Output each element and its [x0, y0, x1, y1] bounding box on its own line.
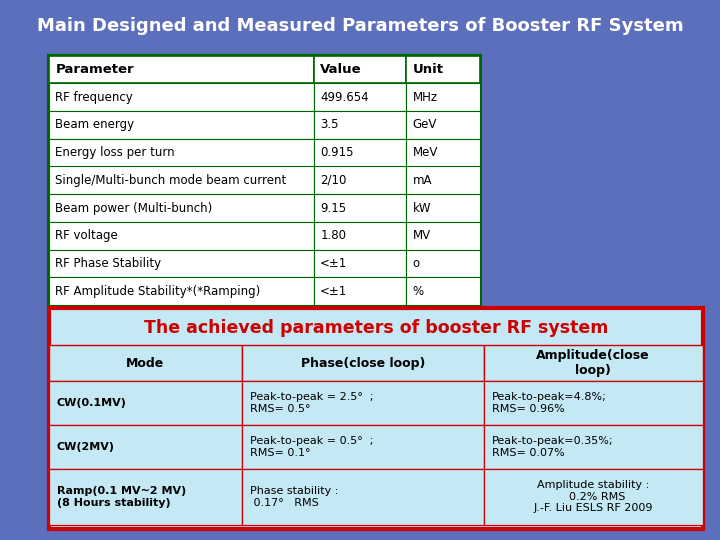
Bar — [406, 222, 480, 249]
Text: 499.654: 499.654 — [320, 91, 369, 104]
Text: Mode: Mode — [126, 357, 164, 370]
Bar — [484, 469, 703, 525]
Bar — [242, 469, 484, 525]
Bar — [406, 111, 480, 139]
Bar — [314, 249, 406, 278]
Text: Peak-to-peak=0.35%;
RMS= 0.07%: Peak-to-peak=0.35%; RMS= 0.07% — [492, 436, 613, 458]
Bar — [314, 56, 406, 83]
Text: <±1: <±1 — [320, 285, 348, 298]
Bar — [49, 469, 242, 525]
Bar — [49, 425, 242, 469]
Text: Phase(close loop): Phase(close loop) — [300, 357, 425, 370]
Bar — [49, 381, 242, 425]
Bar — [242, 425, 484, 469]
Bar — [484, 425, 703, 469]
Text: Unit: Unit — [413, 63, 444, 76]
Text: RF Amplitude Stability*(*Ramping): RF Amplitude Stability*(*Ramping) — [55, 285, 261, 298]
Bar — [49, 249, 314, 278]
Text: MHz: MHz — [413, 91, 438, 104]
Bar — [406, 278, 480, 305]
Bar — [49, 56, 314, 83]
Text: 1.80: 1.80 — [320, 230, 346, 242]
Text: Single/Multi-bunch mode beam current: Single/Multi-bunch mode beam current — [55, 174, 287, 187]
Bar — [49, 222, 314, 249]
Text: Energy loss per turn: Energy loss per turn — [55, 146, 175, 159]
Text: Peak-to-peak = 0.5°  ;
RMS= 0.1°: Peak-to-peak = 0.5° ; RMS= 0.1° — [250, 436, 373, 458]
Bar — [314, 83, 406, 111]
Bar — [49, 111, 314, 139]
Bar — [49, 346, 242, 381]
Bar — [406, 249, 480, 278]
Bar — [314, 111, 406, 139]
Bar — [314, 222, 406, 249]
Text: Phase stability :
 0.17°   RMS: Phase stability : 0.17° RMS — [250, 486, 338, 508]
Text: 9.15: 9.15 — [320, 201, 346, 214]
Bar — [49, 83, 314, 111]
Text: Value: Value — [320, 63, 362, 76]
Text: Beam power (Multi-bunch): Beam power (Multi-bunch) — [55, 201, 212, 214]
Text: Peak-to-peak = 2.5°  ;
RMS= 0.5°: Peak-to-peak = 2.5° ; RMS= 0.5° — [250, 393, 373, 414]
Bar — [314, 139, 406, 166]
Text: kW: kW — [413, 201, 431, 214]
Bar — [314, 278, 406, 305]
Bar — [242, 381, 484, 425]
Bar — [406, 139, 480, 166]
Text: %: % — [413, 285, 424, 298]
Text: mA: mA — [413, 174, 432, 187]
Text: Main Designed and Measured Parameters of Booster RF System: Main Designed and Measured Parameters of… — [37, 17, 683, 35]
Text: Amplitude stability :
  0.2% RMS
J.-F. Liu ESLS RF 2009: Amplitude stability : 0.2% RMS J.-F. Liu… — [534, 480, 653, 514]
Bar — [484, 346, 703, 381]
Bar — [406, 56, 480, 83]
Bar — [49, 166, 314, 194]
Bar — [314, 194, 406, 222]
Text: RF Phase Stability: RF Phase Stability — [55, 257, 161, 270]
Bar — [406, 194, 480, 222]
Text: Ramp(0.1 MV~2 MV)
(8 Hours stability): Ramp(0.1 MV~2 MV) (8 Hours stability) — [57, 486, 186, 508]
Text: MV: MV — [413, 230, 431, 242]
Text: 3.5: 3.5 — [320, 118, 338, 131]
Text: The achieved parameters of booster RF system: The achieved parameters of booster RF sy… — [144, 319, 608, 337]
Bar — [49, 139, 314, 166]
Bar — [49, 194, 314, 222]
Text: Beam energy: Beam energy — [55, 118, 135, 131]
Text: CW(0.1MV): CW(0.1MV) — [57, 398, 127, 408]
Text: RF voltage: RF voltage — [55, 230, 118, 242]
Text: Parameter: Parameter — [55, 63, 134, 76]
Text: <±1: <±1 — [320, 257, 348, 270]
Bar — [49, 278, 314, 305]
Bar — [406, 166, 480, 194]
Bar — [484, 381, 703, 425]
Text: MeV: MeV — [413, 146, 438, 159]
Text: 0.915: 0.915 — [320, 146, 354, 159]
Text: GeV: GeV — [413, 118, 437, 131]
Text: RF frequency: RF frequency — [55, 91, 133, 104]
Text: Amplitude(close
loop): Amplitude(close loop) — [536, 349, 650, 377]
Text: 2/10: 2/10 — [320, 174, 346, 187]
Text: Peak-to-peak=4.8%;
RMS= 0.96%: Peak-to-peak=4.8%; RMS= 0.96% — [492, 393, 606, 414]
Text: CW(2MV): CW(2MV) — [57, 442, 114, 452]
Text: o: o — [413, 257, 420, 270]
Bar — [314, 166, 406, 194]
Bar — [242, 346, 484, 381]
Bar — [406, 83, 480, 111]
